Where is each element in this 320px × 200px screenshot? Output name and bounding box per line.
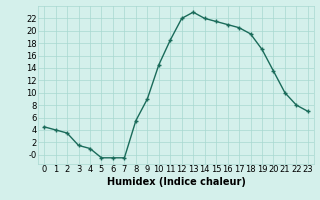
X-axis label: Humidex (Indice chaleur): Humidex (Indice chaleur) bbox=[107, 177, 245, 187]
